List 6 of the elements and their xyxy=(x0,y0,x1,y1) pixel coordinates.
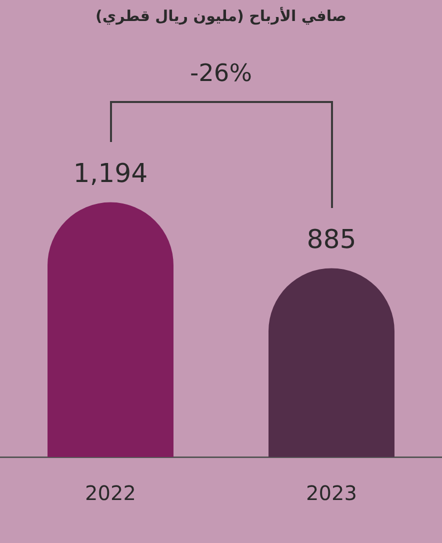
text: -26% xyxy=(190,59,252,88)
data-label: 1,194 xyxy=(73,159,148,190)
x-tick-label: 2022 xyxy=(85,481,136,506)
x-tick-label: 2023 xyxy=(306,481,357,506)
data-label: 885 xyxy=(306,224,356,255)
chart-title: صافي الأرباح (مليون ريال قطري) xyxy=(96,6,346,25)
